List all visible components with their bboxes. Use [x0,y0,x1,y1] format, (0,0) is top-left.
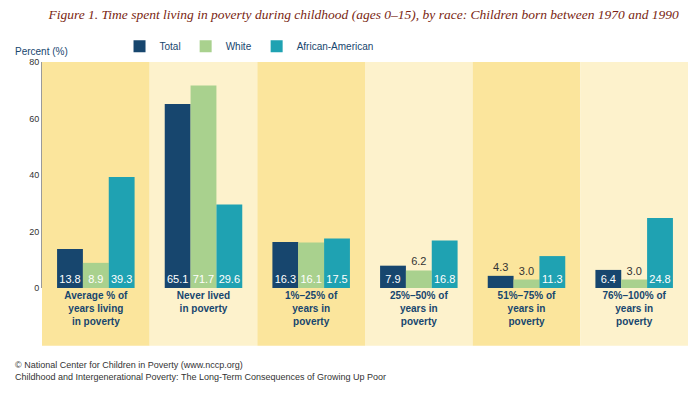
svg-text:White: White [226,41,252,52]
svg-text:4.3: 4.3 [493,261,508,273]
svg-text:7.9: 7.9 [385,273,400,285]
svg-text:0: 0 [34,283,39,293]
svg-text:29.6: 29.6 [219,273,240,285]
svg-text:25%–50% ofyears inpoverty: 25%–50% ofyears inpoverty [390,290,448,327]
svg-text:17.5: 17.5 [326,273,347,285]
svg-text:3.0: 3.0 [627,265,642,277]
svg-text:6.4: 6.4 [601,273,616,285]
svg-text:Total: Total [160,41,181,52]
svg-text:16.8: 16.8 [434,273,455,285]
svg-text:Never livedin poverty: Never livedin poverty [177,290,230,314]
svg-text:20: 20 [29,227,39,237]
svg-text:39.3: 39.3 [111,273,132,285]
svg-text:16.1: 16.1 [300,273,321,285]
svg-text:Percent (%): Percent (%) [15,46,68,57]
svg-text:71.7: 71.7 [193,273,214,285]
svg-text:3.0: 3.0 [519,265,534,277]
svg-text:80: 80 [29,57,39,67]
svg-text:16.3: 16.3 [275,273,296,285]
svg-text:24.8: 24.8 [649,273,670,285]
svg-text:65.1: 65.1 [167,273,188,285]
svg-text:Figure 1. Time spent living in: Figure 1. Time spent living in poverty d… [47,7,679,22]
svg-text:40: 40 [29,170,39,180]
svg-text:60: 60 [29,114,39,124]
svg-text:© National Center for Children: © National Center for Children in Povert… [15,360,386,382]
svg-text:76%–100% ofyears inpoverty: 76%–100% ofyears inpoverty [602,290,666,327]
svg-text:1%–25% ofyears inpoverty: 1%–25% ofyears inpoverty [285,290,338,327]
svg-text:11.3: 11.3 [542,273,563,285]
svg-text:Average % ofyears livingin pov: Average % ofyears livingin poverty [64,290,128,327]
svg-text:13.8: 13.8 [59,273,80,285]
svg-text:51%–75% ofyears inpoverty: 51%–75% ofyears inpoverty [498,290,556,327]
svg-text:6.2: 6.2 [411,255,426,267]
svg-text:8.9: 8.9 [88,273,103,285]
svg-text:African-American: African-American [297,41,374,52]
